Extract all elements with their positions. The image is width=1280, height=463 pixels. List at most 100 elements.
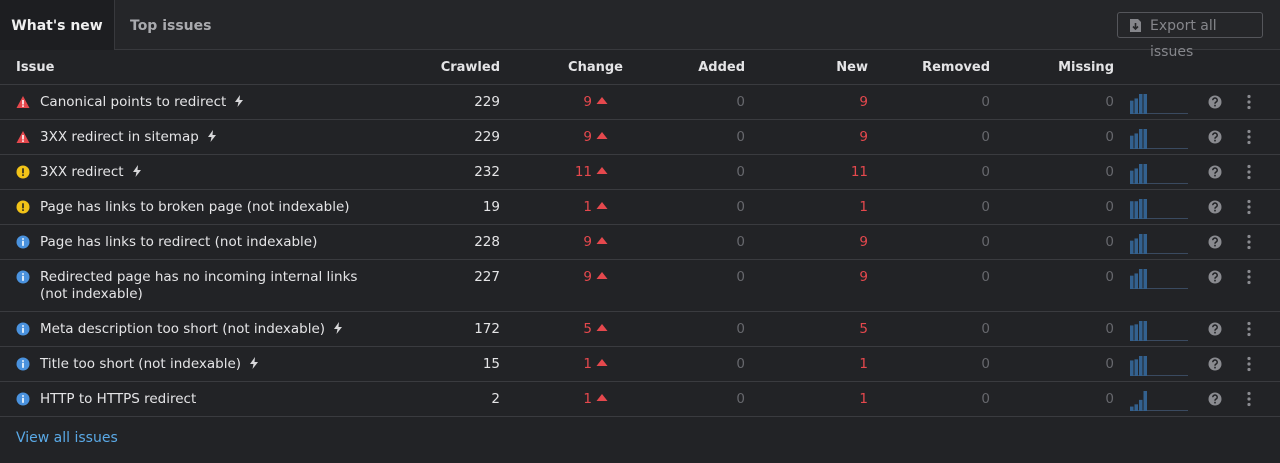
- missing-value: 0: [1105, 234, 1114, 250]
- row-menu[interactable]: [1246, 391, 1252, 407]
- trend-bar: [1139, 356, 1143, 376]
- trend-bar: [1139, 94, 1143, 114]
- trend-bar: [1130, 170, 1134, 184]
- change-value: 11: [574, 164, 592, 180]
- value-cell: 0: [910, 391, 990, 408]
- export-button[interactable]: Export all issues: [1117, 12, 1263, 60]
- issue-cell: Page has links to broken page (not index…: [0, 190, 375, 224]
- value-cell: 0: [1034, 391, 1114, 408]
- trend-bar: [1134, 404, 1138, 411]
- severity-icon: [16, 200, 30, 214]
- issue-row[interactable]: 3XX redirect in sitemap 229 9 0 9 0 0: [0, 120, 1280, 155]
- help-icon[interactable]: [1208, 392, 1222, 406]
- help-icon[interactable]: [1208, 322, 1222, 336]
- missing-value: 0: [1105, 269, 1114, 285]
- trend-bar: [1130, 406, 1134, 411]
- trend-bar: [1134, 273, 1138, 289]
- trend-bar: [1139, 199, 1143, 219]
- added-value: 0: [736, 164, 745, 180]
- change-up-arrow: [596, 132, 608, 139]
- row-menu[interactable]: [1246, 199, 1252, 215]
- change-up-arrow: [596, 237, 608, 244]
- row-menu[interactable]: [1246, 356, 1252, 372]
- missing-value: 0: [1105, 164, 1114, 180]
- value-cell: 11: [788, 164, 868, 181]
- value-cell: 227: [420, 269, 500, 286]
- view-all-link[interactable]: View all issues: [16, 430, 118, 446]
- issue-row[interactable]: Page has links to redirect (not indexabl…: [0, 225, 1280, 260]
- change-up-arrow: [596, 394, 608, 401]
- severity-icon: [16, 270, 30, 284]
- issue-name: 3XX redirect in sitemap: [40, 129, 199, 145]
- issue-cell: HTTP to HTTPS redirect: [0, 382, 375, 416]
- issue-cell: Page has links to redirect (not indexabl…: [0, 225, 375, 259]
- new-value: 1: [859, 391, 868, 407]
- issue-row[interactable]: 3XX redirect 232 11 0 11 0 0: [0, 155, 1280, 190]
- value-cell: 0: [665, 129, 745, 146]
- issue-name: Page has links to redirect (not indexabl…: [40, 234, 318, 250]
- tab[interactable]: What's new: [0, 0, 115, 50]
- removed-value: 0: [981, 94, 990, 110]
- value-cell: 0: [665, 199, 745, 216]
- value-cell: 0: [910, 269, 990, 286]
- value-cell: 0: [665, 321, 745, 338]
- severity-icon: [16, 165, 30, 179]
- value-cell: 0: [1034, 199, 1114, 216]
- issue-cell: Canonical points to redirect: [0, 85, 375, 119]
- issue-row[interactable]: Page has links to broken page (not index…: [0, 190, 1280, 225]
- trend-bar: [1130, 135, 1134, 149]
- row-menu[interactable]: [1246, 164, 1252, 180]
- trend-bar: [1139, 399, 1143, 411]
- removed-value: 0: [981, 321, 990, 337]
- tab[interactable]: Top issues: [130, 18, 212, 34]
- severity-icon: [16, 96, 30, 108]
- trend-bar: [1130, 360, 1134, 376]
- added-value: 0: [736, 321, 745, 337]
- row-menu[interactable]: [1246, 234, 1252, 250]
- trend-bar: [1143, 94, 1147, 114]
- column-header: Added: [698, 60, 745, 75]
- issue-name: Redirected page has no incoming internal…: [40, 269, 358, 302]
- column-header: Removed: [922, 60, 990, 75]
- value-cell: 9: [788, 234, 868, 251]
- trend-bar: [1130, 100, 1134, 114]
- trend-bar: [1143, 356, 1147, 376]
- new-value: 9: [859, 234, 868, 250]
- help-icon[interactable]: [1208, 165, 1222, 179]
- trend-bar: [1139, 129, 1143, 149]
- issue-row[interactable]: HTTP to HTTPS redirect 2 1 0 1 0 0: [0, 382, 1280, 417]
- issue-row[interactable]: Title too short (not indexable) 15 1 0 1 0 0: [0, 347, 1280, 382]
- trend-bar: [1139, 234, 1143, 254]
- trend-bar: [1130, 201, 1134, 219]
- crawled-value: 2: [491, 391, 500, 407]
- help-icon[interactable]: [1208, 200, 1222, 214]
- help-icon[interactable]: [1208, 130, 1222, 144]
- row-menu[interactable]: [1246, 94, 1252, 110]
- issue-row[interactable]: Meta description too short (not indexabl…: [0, 312, 1280, 347]
- new-value: 1: [859, 356, 868, 372]
- issue-row[interactable]: Redirected page has no incoming internal…: [0, 260, 1280, 312]
- issue-cell: 3XX redirect in sitemap: [0, 120, 375, 154]
- value-cell: 0: [910, 129, 990, 146]
- row-menu[interactable]: [1246, 321, 1252, 337]
- help-icon[interactable]: [1208, 235, 1222, 249]
- value-cell: 0: [1034, 164, 1114, 181]
- column-header: Crawled: [440, 60, 500, 75]
- trend-bar: [1143, 269, 1147, 289]
- value-cell: 2: [420, 391, 500, 408]
- trend-sparkline: [1130, 164, 1188, 184]
- help-icon[interactable]: [1208, 270, 1222, 284]
- value-cell: 9: [526, 94, 608, 111]
- trend-sparkline: [1130, 269, 1188, 289]
- row-menu[interactable]: [1246, 269, 1252, 285]
- help-icon[interactable]: [1208, 357, 1222, 371]
- issue-name: Meta description too short (not indexabl…: [40, 321, 326, 337]
- severity-icon: [16, 392, 30, 406]
- issue-row[interactable]: Canonical points to redirect 229 9 0 9 0 0: [0, 85, 1280, 120]
- help-icon[interactable]: [1208, 95, 1222, 109]
- row-menu[interactable]: [1246, 129, 1252, 145]
- severity-icon: [16, 235, 30, 249]
- value-cell: 9: [526, 129, 608, 146]
- value-cell: 0: [665, 164, 745, 181]
